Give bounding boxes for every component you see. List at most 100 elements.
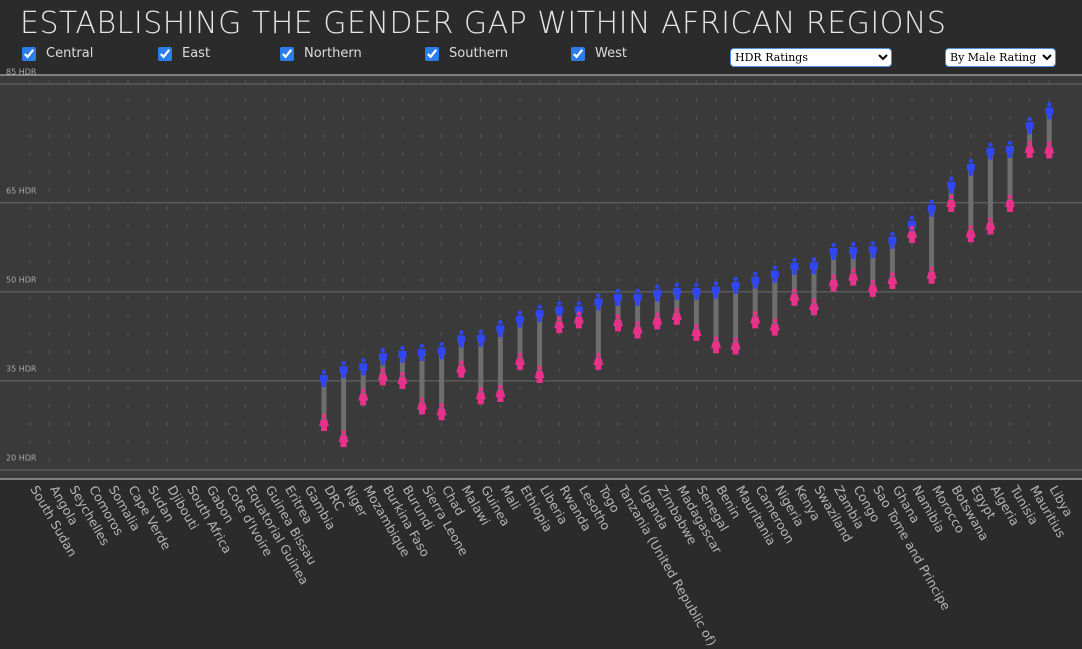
female-marker xyxy=(1005,194,1015,212)
female-marker xyxy=(946,194,957,212)
y-tick-label: 50 HDR xyxy=(6,275,37,284)
male-marker xyxy=(398,345,407,363)
male-marker xyxy=(1045,102,1054,120)
gap-bar xyxy=(1027,126,1033,150)
gap-bar xyxy=(889,240,895,282)
gap-bar xyxy=(321,379,327,424)
male-marker xyxy=(712,281,720,299)
gap-bar xyxy=(1046,111,1052,151)
checkbox[interactable] xyxy=(22,46,36,61)
female-marker xyxy=(554,315,565,334)
gap-bar xyxy=(968,167,974,235)
female-marker xyxy=(828,274,839,292)
female-marker xyxy=(926,266,937,284)
male-marker xyxy=(614,288,622,306)
filter[interactable]: Central xyxy=(22,46,93,61)
female-marker xyxy=(358,388,369,406)
gap-bar xyxy=(811,266,817,308)
measure-select[interactable]: HDR Ratings xyxy=(730,48,892,67)
gap-bar xyxy=(537,313,543,375)
male-marker xyxy=(790,257,799,275)
gap-bar xyxy=(458,339,464,370)
female-marker xyxy=(907,225,917,243)
male-marker xyxy=(810,257,818,275)
female-marker xyxy=(632,321,643,339)
female-marker xyxy=(319,413,329,432)
gap-bar xyxy=(517,319,523,362)
male-marker xyxy=(1006,140,1014,158)
gap-bar xyxy=(399,354,405,381)
male-marker xyxy=(751,271,760,289)
filter[interactable]: East xyxy=(158,46,210,61)
checkbox[interactable] xyxy=(571,46,585,61)
filter[interactable]: Southern xyxy=(425,46,508,61)
male-marker xyxy=(476,329,485,347)
female-marker xyxy=(691,323,702,341)
gap-bar xyxy=(929,208,935,276)
y-tick-label: 85 HDR xyxy=(6,68,37,77)
male-marker xyxy=(672,282,681,300)
checkbox[interactable] xyxy=(280,46,294,61)
male-marker xyxy=(457,330,466,348)
male-marker xyxy=(320,369,328,388)
female-marker xyxy=(1024,140,1035,158)
female-marker xyxy=(475,387,486,405)
male-marker xyxy=(770,265,779,283)
male-marker xyxy=(966,158,975,176)
male-marker xyxy=(633,288,642,306)
gap-bar xyxy=(595,302,601,362)
female-marker xyxy=(750,311,761,329)
female-marker xyxy=(652,312,663,330)
female-marker xyxy=(985,217,996,235)
filter-label: Central xyxy=(46,46,94,61)
y-tick-label: 20 HDR xyxy=(6,454,37,463)
filter-label: Northern xyxy=(304,46,362,61)
gap-bar xyxy=(615,297,621,324)
male-marker xyxy=(555,301,564,319)
female-marker xyxy=(417,397,427,415)
filter[interactable]: West xyxy=(571,46,627,61)
gap-bar xyxy=(850,250,856,278)
gap-bar xyxy=(380,357,386,378)
female-marker xyxy=(867,279,878,297)
female-marker xyxy=(1044,141,1055,159)
female-marker xyxy=(730,337,741,355)
female-marker xyxy=(534,365,545,383)
female-marker xyxy=(456,360,467,378)
gap-bar xyxy=(870,250,876,289)
male-marker xyxy=(418,343,426,362)
male-marker xyxy=(496,320,505,338)
male-marker xyxy=(927,199,936,217)
female-marker xyxy=(809,298,819,316)
plot-area xyxy=(0,75,1082,479)
female-marker xyxy=(573,311,584,329)
male-marker xyxy=(731,276,740,294)
gap-bar xyxy=(733,285,739,347)
gap-bar xyxy=(360,367,366,398)
female-marker xyxy=(887,271,898,290)
female-marker xyxy=(515,352,525,370)
gap-bar xyxy=(831,252,837,284)
gap-bar xyxy=(987,151,993,227)
filter[interactable]: Northern xyxy=(280,46,362,61)
gap-bar xyxy=(713,290,719,346)
male-marker xyxy=(947,176,956,194)
checkbox[interactable] xyxy=(158,46,172,61)
male-marker xyxy=(339,361,348,379)
female-marker xyxy=(711,336,721,354)
male-marker xyxy=(516,310,524,328)
male-marker xyxy=(378,347,387,366)
gap-bar xyxy=(478,338,484,397)
filter-label: East xyxy=(182,46,211,61)
male-marker xyxy=(849,241,858,259)
sort-select[interactable]: By Male Rating xyxy=(945,48,1056,67)
female-marker xyxy=(397,371,408,389)
female-marker xyxy=(338,429,349,448)
y-tick-label: 65 HDR xyxy=(6,186,37,195)
female-marker xyxy=(789,288,800,306)
female-marker xyxy=(613,314,623,332)
checkbox[interactable] xyxy=(425,46,439,61)
y-tick-label: 35 HDR xyxy=(6,364,37,373)
